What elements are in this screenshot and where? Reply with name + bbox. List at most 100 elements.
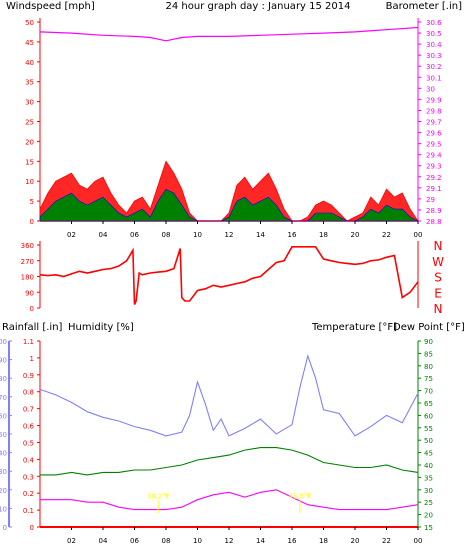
wind-tick-label: 35: [25, 79, 34, 87]
barometer-tick-label: 28.9: [426, 207, 442, 215]
wind-speed-series: [39, 188, 419, 222]
humidity-tick-label: 60: [0, 412, 7, 420]
humidity-tick-label: 20: [0, 487, 7, 495]
time-tick-label: 10: [193, 537, 202, 545]
time-tick-label: 02: [67, 537, 76, 545]
temperature-tick-label: 25: [424, 499, 433, 507]
rain-tick-label: 0.7: [23, 406, 34, 414]
barometer-tick-label: 29.9: [426, 96, 442, 104]
temperature-tick-label: 40: [424, 462, 433, 470]
temperature-tick-label: 70: [424, 388, 433, 396]
barometer-series: [39, 26, 419, 42]
windspeed-axis-label: Windspeed [mph]: [6, 1, 95, 12]
direction-tick-label: 270: [21, 258, 34, 266]
compass-label: E: [434, 286, 442, 300]
time-tick-label: 06: [130, 231, 139, 239]
wind-tick-label: 50: [25, 19, 34, 27]
rainfall-axis-label: Rainfall [.in]: [2, 322, 63, 333]
humidity-tick-label: 40: [0, 450, 7, 458]
wind-tick-label: 20: [25, 138, 34, 146]
barometer-tick-label: 29.6: [426, 130, 442, 138]
compass-label: N: [434, 239, 443, 253]
time-tick-label: 14: [256, 231, 265, 239]
time-tick-label: 02: [67, 231, 76, 239]
humidity-tick-label: 100: [0, 338, 7, 346]
barometer-tick-label: 30: [426, 85, 435, 93]
barometer-tick-label: 30.5: [426, 30, 442, 38]
compass-label: N: [434, 302, 443, 316]
rain-tick-label: 0.3: [23, 473, 34, 481]
barometer-tick-label: 29.2: [426, 174, 442, 182]
time-tick-label: 22: [382, 537, 391, 545]
dewpoint-series: [40, 489, 419, 511]
humidity-tick-label: 30: [0, 468, 7, 476]
temp-marker-label: 38.2°F: [147, 493, 170, 501]
time-tick-label: 12: [225, 537, 234, 545]
temperature-tick-label: 85: [424, 350, 433, 358]
barometer-tick-label: 30.1: [426, 74, 442, 82]
temperature-tick-label: 60: [424, 412, 433, 420]
barometer-tick-label: 29.7: [426, 119, 442, 127]
compass-label: S: [434, 271, 442, 285]
humidity-tick-label: 80: [0, 375, 7, 383]
wind-tick-label: 45: [25, 39, 34, 47]
time-tick-label: 00: [414, 231, 423, 239]
direction-tick-label: 0: [30, 305, 34, 313]
barometer-tick-label: 29.8: [426, 107, 442, 115]
time-tick-label: 18: [319, 231, 328, 239]
temperature-tick-label: 75: [424, 375, 433, 383]
rain-tick-label: 0.5: [23, 439, 34, 447]
wind-tick-label: 25: [25, 119, 34, 127]
humidity-tick-label: 0: [3, 524, 7, 532]
barometer-axis-label: Barometer [.in]: [386, 1, 462, 12]
time-tick-label: 18: [319, 537, 328, 545]
rain-tick-label: 0.1: [23, 507, 34, 515]
barometer-tick-label: 29: [426, 196, 435, 204]
rain-tick-label: 0.4: [23, 456, 35, 464]
humidity-tick-label: 90: [0, 357, 7, 365]
wind-tick-label: 15: [25, 158, 34, 166]
direction-tick-label: 90: [25, 289, 34, 297]
humidity-tick-label: 70: [0, 394, 7, 402]
wind-tick-label: 30: [25, 99, 34, 107]
barometer-tick-label: 30.2: [426, 63, 442, 71]
time-tick-label: 08: [162, 231, 171, 239]
temperature-tick-label: 15: [424, 524, 433, 532]
time-tick-label: 06: [130, 537, 139, 545]
barometer-tick-label: 30.3: [426, 52, 442, 60]
time-tick-label: 16: [288, 231, 297, 239]
wind-tick-label: 0: [30, 218, 34, 226]
wind-direction-series: [39, 246, 419, 305]
wind-tick-label: 10: [25, 178, 34, 186]
temperature-axis-label: Temperature [°F]: [311, 322, 397, 333]
direction-tick-label: 180: [21, 274, 34, 282]
time-tick-label: 00: [414, 537, 423, 545]
time-tick-label: 12: [225, 231, 234, 239]
temperature-series: [40, 447, 419, 476]
wind-tick-label: 5: [30, 198, 34, 206]
wind-tick-label: 40: [25, 59, 34, 67]
barometer-tick-label: 29.3: [426, 163, 442, 171]
temp-marker-label: 48.5°F: [288, 493, 311, 501]
barometer-tick-label: 29.4: [426, 152, 442, 160]
temperature-tick-label: 65: [424, 400, 433, 408]
time-tick-label: 04: [99, 537, 108, 545]
time-tick-label: 10: [193, 231, 202, 239]
chart-title: 24 hour graph day : January 15 2014: [166, 1, 351, 12]
time-tick-label: 16: [288, 537, 297, 545]
humidity-axis-label: Humidity [%]: [68, 322, 134, 333]
humidity-series: [39, 353, 419, 437]
barometer-tick-label: 28.8: [426, 218, 442, 226]
rain-tick-label: 0.8: [23, 389, 34, 397]
barometer-tick-label: 29.5: [426, 141, 442, 149]
time-tick-label: 22: [382, 231, 391, 239]
rain-tick-label: 1: [30, 355, 34, 363]
time-tick-label: 04: [99, 231, 108, 239]
barometer-tick-label: 29.1: [426, 185, 442, 193]
dewpoint-axis-label: Dew Point [°F]: [393, 322, 465, 333]
barometer-tick-label: 30.6: [426, 19, 442, 27]
barometer-tick-label: 30.4: [426, 41, 442, 49]
humidity-tick-label: 10: [0, 505, 7, 513]
